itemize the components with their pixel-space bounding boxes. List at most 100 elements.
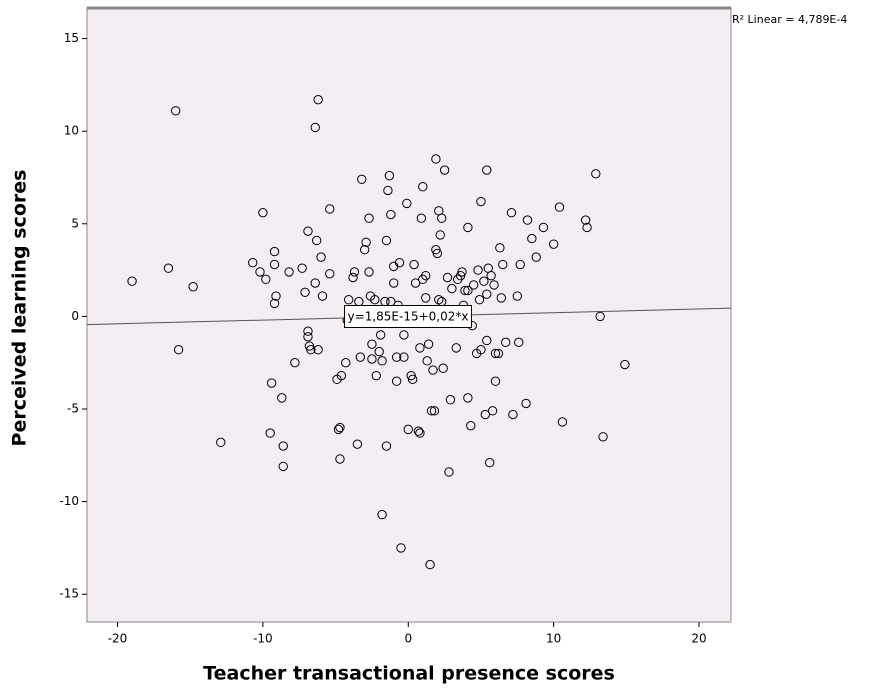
point [463, 393, 473, 403]
point [361, 237, 371, 248]
point [374, 346, 384, 357]
point [439, 165, 450, 175]
point [479, 276, 489, 286]
point [468, 280, 479, 290]
point [255, 267, 265, 277]
point [402, 198, 412, 209]
point [500, 337, 511, 348]
point [375, 330, 386, 340]
point [429, 406, 440, 416]
point [248, 257, 258, 268]
point [364, 267, 374, 277]
y-tick-label: 0 [71, 309, 79, 323]
point [370, 295, 380, 305]
point [300, 287, 310, 298]
point [515, 259, 525, 270]
point [352, 439, 363, 449]
fit-label: y=1,85E-15+0,02*x [348, 310, 469, 324]
point [266, 378, 277, 388]
point [383, 185, 393, 196]
point [317, 291, 328, 301]
point [391, 376, 402, 386]
point [394, 257, 405, 268]
point [163, 263, 174, 273]
point [284, 267, 294, 277]
point [313, 345, 323, 355]
point [335, 454, 345, 464]
point [434, 295, 444, 305]
point [426, 406, 437, 416]
point [496, 293, 507, 303]
point [493, 348, 504, 359]
point [310, 122, 320, 133]
fit-label-box [344, 305, 472, 328]
point [316, 252, 326, 262]
point [460, 285, 470, 296]
point [216, 437, 226, 448]
x-tick-label: -10 [253, 632, 273, 646]
point [389, 278, 399, 288]
point [170, 106, 181, 116]
point [482, 165, 492, 175]
point [367, 339, 377, 349]
point [310, 278, 320, 288]
point [367, 354, 377, 364]
point [325, 204, 335, 214]
point [442, 272, 453, 283]
point [557, 417, 568, 427]
point [297, 263, 307, 273]
y-tick-label: 5 [71, 216, 79, 230]
point [445, 395, 456, 405]
point [482, 289, 492, 299]
point [482, 335, 492, 346]
point [444, 467, 454, 477]
point [409, 259, 419, 270]
point [333, 424, 344, 435]
point [399, 352, 409, 362]
point [265, 428, 275, 438]
point [341, 357, 351, 368]
point [595, 311, 605, 322]
x-tick-label: -20 [108, 632, 128, 646]
point [580, 215, 591, 225]
point [514, 337, 524, 348]
x-tick-label: 10 [546, 632, 561, 646]
point [357, 174, 367, 185]
point [381, 441, 392, 451]
point [591, 169, 601, 179]
point [127, 276, 137, 286]
point [349, 267, 360, 277]
point [325, 269, 335, 279]
point [377, 356, 387, 366]
point [538, 222, 549, 233]
point [489, 280, 499, 290]
point [527, 233, 537, 244]
point [490, 348, 501, 359]
x-tick-label: 0 [404, 632, 412, 646]
point [531, 252, 541, 262]
point [336, 370, 347, 381]
point [425, 559, 435, 570]
point [466, 420, 476, 431]
point [261, 274, 271, 285]
point [522, 215, 533, 225]
point [486, 270, 496, 281]
point [303, 226, 313, 236]
point [359, 245, 370, 255]
point [554, 202, 565, 212]
point [476, 345, 486, 355]
point [313, 94, 323, 105]
point [463, 222, 473, 233]
point [423, 339, 434, 349]
point [415, 428, 425, 438]
point [582, 222, 592, 233]
point [335, 422, 345, 433]
point [269, 246, 280, 257]
point [620, 359, 630, 370]
point [437, 213, 447, 223]
point [421, 270, 431, 281]
point [422, 356, 432, 366]
point [384, 170, 395, 181]
point [381, 235, 392, 246]
point [598, 432, 608, 442]
